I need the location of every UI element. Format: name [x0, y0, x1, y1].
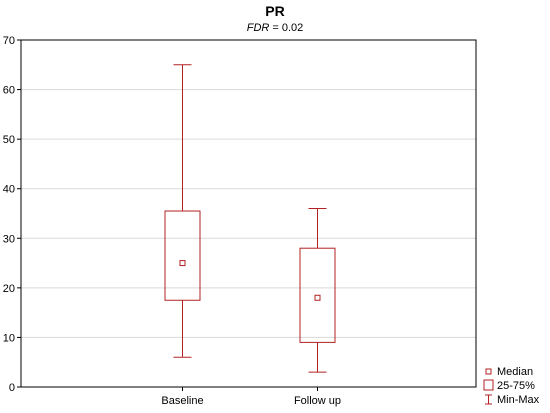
legend-label-median: Median — [497, 366, 533, 378]
plot-area — [20, 39, 477, 388]
chart-title: PR — [265, 3, 284, 19]
iqr-box — [164, 210, 201, 301]
median-marker — [314, 294, 321, 301]
y-tick-label: 50 — [3, 134, 15, 146]
y-tick-label: 0 — [9, 382, 15, 394]
y-tick-label: 10 — [3, 332, 15, 344]
legend-label-box: 25-75% — [497, 380, 535, 392]
x-tick-label: Follow up — [294, 395, 341, 407]
box-group — [299, 208, 336, 373]
legend-item-median: Median — [485, 366, 533, 378]
chart-subtitle: FDR = 0.02 — [247, 22, 304, 34]
y-tick-label: 30 — [3, 233, 15, 245]
gridlines — [21, 89, 476, 338]
legend-item-box: 25-75% — [483, 379, 535, 392]
y-tick-label: 60 — [3, 85, 15, 97]
x-axis: Baseline Follow up — [161, 387, 341, 407]
x-tick-label: Baseline — [161, 395, 203, 407]
boxes — [164, 64, 336, 373]
legend-label-whisker: Min-Max — [497, 394, 540, 406]
median-marker — [179, 260, 186, 267]
subtitle-rest: = 0.02 — [269, 22, 303, 34]
legend: Median 25-75% Min-Max — [483, 366, 540, 406]
box-group — [164, 64, 201, 358]
y-tick-label: 40 — [3, 184, 15, 196]
y-tick-label: 70 — [3, 35, 15, 47]
iqr-box — [299, 247, 336, 343]
box-marker-icon — [483, 379, 494, 391]
subtitle-italic: FDR — [247, 22, 270, 34]
legend-item-whisker: Min-Max — [485, 394, 540, 406]
median-marker-icon — [485, 368, 492, 375]
y-tick-label: 20 — [3, 283, 15, 295]
y-axis: 0 10 20 30 40 50 60 70 — [3, 35, 21, 394]
